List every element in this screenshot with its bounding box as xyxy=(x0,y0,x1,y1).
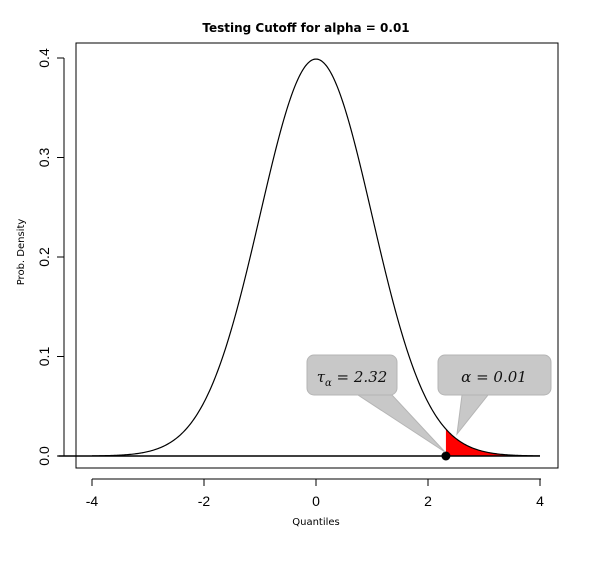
alpha-callout-label: α = 0.01 xyxy=(461,368,527,386)
tau-callout-box xyxy=(306,354,398,396)
y-tick-label: 0.2 xyxy=(36,247,52,267)
y-tick-label: 0.0 xyxy=(36,446,52,466)
x-tick-label: -4 xyxy=(86,493,99,509)
plot-frame xyxy=(75,42,559,469)
tau-callout-pointer xyxy=(356,394,446,453)
y-tick-label: 0.4 xyxy=(36,48,52,68)
cutoff-point xyxy=(441,451,451,461)
x-tick-label: -2 xyxy=(198,493,211,509)
tau-callout: τα = 2.32 xyxy=(306,354,446,453)
shaded-tail-region xyxy=(445,429,540,456)
tau-callout-label: τα = 2.32 xyxy=(317,368,388,389)
alpha-callout-pointer xyxy=(456,394,490,436)
alpha-value: = 0.01 xyxy=(471,368,527,386)
y-tick-label: 0.3 xyxy=(36,148,52,168)
tau-value: = 2.32 xyxy=(332,368,388,386)
density-curve xyxy=(91,58,541,457)
alpha-callout-box xyxy=(437,354,552,396)
alpha-callout: α = 0.01 xyxy=(437,354,552,436)
y-tick-label: 0.1 xyxy=(36,347,52,367)
tau-subscript: α xyxy=(325,378,332,389)
x-tick-label: 0 xyxy=(312,493,320,509)
y-axis: 0.0 0.1 0.2 0.3 0.4 xyxy=(36,48,65,466)
y-axis-label: Prob. Density xyxy=(16,219,27,286)
x-tick-label: 2 xyxy=(424,493,432,509)
chart-title: Testing Cutoff for alpha = 0.01 xyxy=(202,21,409,35)
x-axis-label: Quantiles xyxy=(292,517,340,528)
x-axis: -4 -2 0 2 4 xyxy=(86,478,544,509)
x-tick-label: 4 xyxy=(536,493,544,509)
tau-symbol: τ xyxy=(317,368,326,386)
alpha-symbol: α xyxy=(461,368,471,386)
